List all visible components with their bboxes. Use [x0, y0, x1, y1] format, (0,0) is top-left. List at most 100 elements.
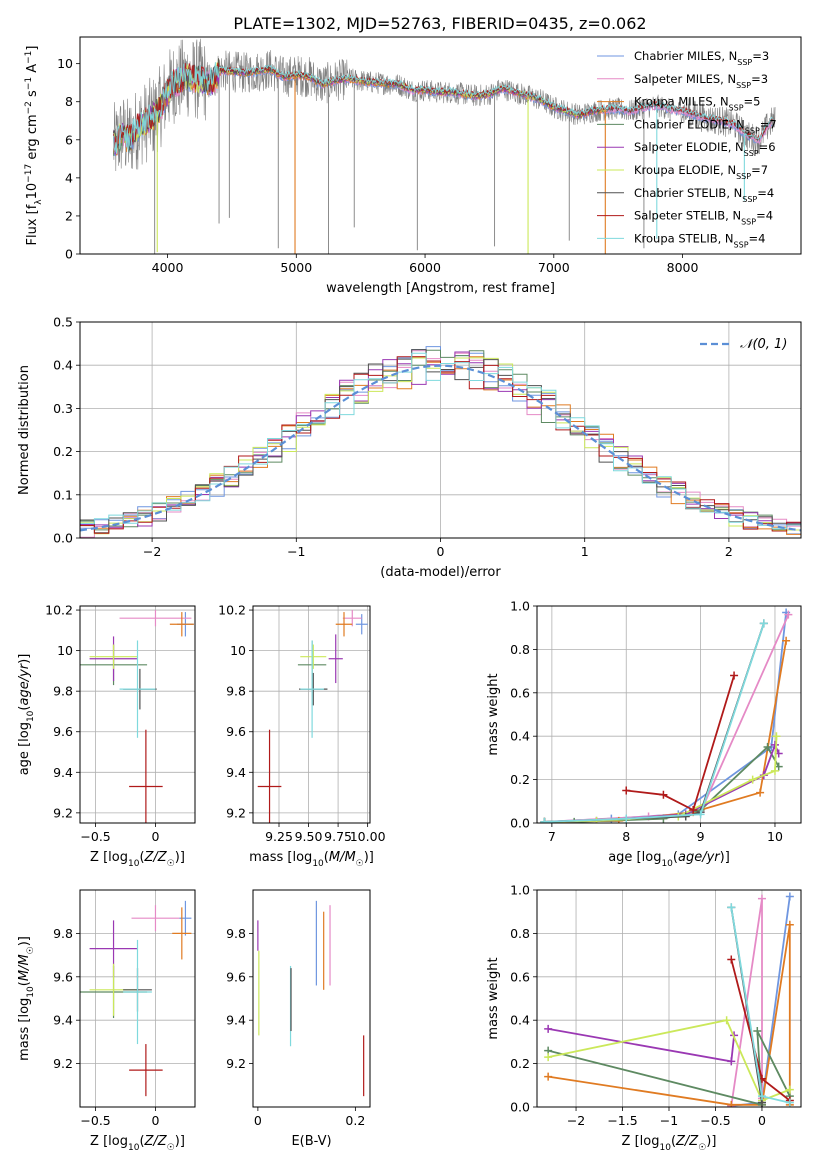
spectrum-lines — [113, 38, 776, 254]
y-tick-label: 10 — [57, 643, 73, 658]
legend-entry: Chabrier ELODIE, NSSP=7 — [634, 117, 777, 135]
weight-marker — [681, 812, 690, 821]
label-part: age/yr — [678, 850, 721, 865]
chart-mass-weight-vs-Z: −2 −1.5 −1 −0.5 0 0.0 0.2 0.4 0.6 0.8 1.0 Z [log10(… — [486, 883, 802, 1153]
label-part: −1 — [24, 77, 34, 90]
label-part: )] — [364, 850, 374, 865]
y-tick-label: 9.4 — [226, 1013, 246, 1028]
y-tick-label: 9.8 — [226, 926, 246, 941]
label-part: ☉ — [167, 1143, 175, 1153]
x-tick-label: −1 — [287, 544, 305, 559]
legend-label: Salpeter STELIB, N — [634, 209, 741, 223]
x-tick-label: 0 — [151, 1113, 159, 1128]
label-part: ( — [139, 850, 144, 865]
label-part: Z [log — [90, 1134, 128, 1149]
x-tick-label: −2 — [143, 544, 161, 559]
label-part: ( — [673, 850, 678, 865]
label-part: ☉ — [698, 1143, 706, 1153]
y-tick-label: 4 — [65, 170, 73, 185]
weight-marker — [770, 766, 779, 775]
weight-marker — [659, 790, 668, 799]
y-tick-label: 10.2 — [218, 603, 246, 618]
y-tick-label: 0.0 — [53, 531, 73, 546]
y-tick-label: 0.1 — [53, 487, 73, 502]
label-part: 10 — [26, 710, 36, 722]
x-tick-label: 9.25 — [265, 829, 293, 844]
label-part: −1 — [24, 51, 34, 64]
y-axis-label: mass weight — [486, 957, 501, 1039]
legend-entry: Kroupa MILES, NSSP=5 — [634, 95, 760, 113]
x-axis-label: Z [log10(Z/Z☉)] — [90, 850, 185, 869]
x-tick-label: 0 — [254, 1113, 262, 1128]
model-line-kroupa_stelib — [113, 62, 773, 154]
label-part: ( — [139, 1134, 144, 1149]
y-tick-label: 0.2 — [510, 772, 530, 787]
legend-entry: Kroupa ELODIE, NSSP=7 — [634, 163, 768, 181]
legend-entry: Salpeter STELIB, NSSP=4 — [634, 209, 773, 227]
label-part: ] — [25, 46, 40, 51]
label-part: 10 — [26, 986, 36, 998]
y-tick-label: 0.2 — [510, 1056, 530, 1071]
weight-series-kroupa_stelib — [544, 623, 765, 823]
legend-sub: SSP — [734, 240, 749, 249]
weight-marker — [770, 740, 779, 749]
x-tick-label: 4000 — [152, 260, 184, 275]
weight-marker — [748, 775, 757, 784]
label-part: s — [25, 90, 40, 101]
label-part: )] — [720, 850, 730, 865]
y-tick-label: 9.8 — [53, 684, 73, 699]
y-tick-label: 8 — [65, 94, 73, 109]
label-part: mass [log — [17, 998, 32, 1061]
figure-title: PLATE=1302, MJD=52763, FIBERID=0435, z=0… — [233, 14, 646, 33]
weight-marker — [544, 1024, 553, 1033]
x-tick-label: 10.00 — [350, 829, 386, 844]
legend-entry: Chabrier STELIB, NSSP=4 — [634, 186, 774, 204]
x-tick-label: 0 — [758, 1113, 766, 1128]
legend-sub: SSP — [744, 149, 759, 158]
legend-label: Kroupa STELIB, N — [634, 231, 734, 245]
weight-marker — [785, 920, 794, 929]
weight-marker — [730, 671, 739, 680]
legend-sub: SSP — [729, 103, 744, 112]
label-part: Z [log — [622, 1134, 660, 1149]
x-tick-label: −0.5 — [80, 1113, 110, 1128]
x-tick-label: 9.50 — [295, 829, 323, 844]
errorbars — [257, 900, 365, 1097]
histogram-kroupa_stelib — [80, 352, 801, 538]
histograms — [80, 346, 801, 538]
y-tick-label: 9.2 — [226, 805, 246, 820]
x-tick-label: 5000 — [280, 260, 312, 275]
weight-marker — [544, 1053, 553, 1062]
x-tick-label: 9.75 — [324, 829, 352, 844]
legend-label: Chabrier MILES, N — [634, 49, 737, 63]
legend-label: Kroupa MILES, N — [634, 95, 729, 109]
weight-marker — [757, 894, 766, 903]
label-part: A — [25, 64, 40, 77]
legend-label: Salpeter ELODIE, N — [634, 140, 744, 154]
legend-entry: Kroupa STELIB, NSSP=4 — [634, 231, 765, 249]
label-part: ( — [324, 850, 329, 865]
weight-marker — [540, 817, 549, 823]
legend-n: =6 — [759, 140, 776, 154]
legend-label: Kroupa ELODIE, N — [634, 163, 736, 177]
label-part: ☉ — [167, 859, 175, 869]
x-tick-label: 9 — [697, 829, 705, 844]
legend-sub: SSP — [736, 172, 751, 181]
x-axis-label: age [log10(age/yr)] — [608, 850, 730, 869]
y-tick-label: 9.2 — [53, 805, 73, 820]
legend-entry: Chabrier MILES, NSSP=3 — [634, 49, 769, 67]
y-tick-label: 0.8 — [510, 926, 530, 941]
weight-series-salpeter_stelib — [626, 675, 735, 812]
x-tick-label: −2 — [567, 1113, 585, 1128]
label-part: ( — [17, 706, 32, 711]
weight-lines — [540, 608, 793, 823]
y-tick-label: 0.4 — [510, 729, 530, 744]
y-tick-label: 9.8 — [226, 684, 246, 699]
y-tick-label: 9.4 — [53, 765, 73, 780]
weight-series-chabrier_miles — [544, 612, 787, 823]
weight-marker — [727, 1100, 736, 1107]
label-part: mass [log — [249, 850, 312, 865]
